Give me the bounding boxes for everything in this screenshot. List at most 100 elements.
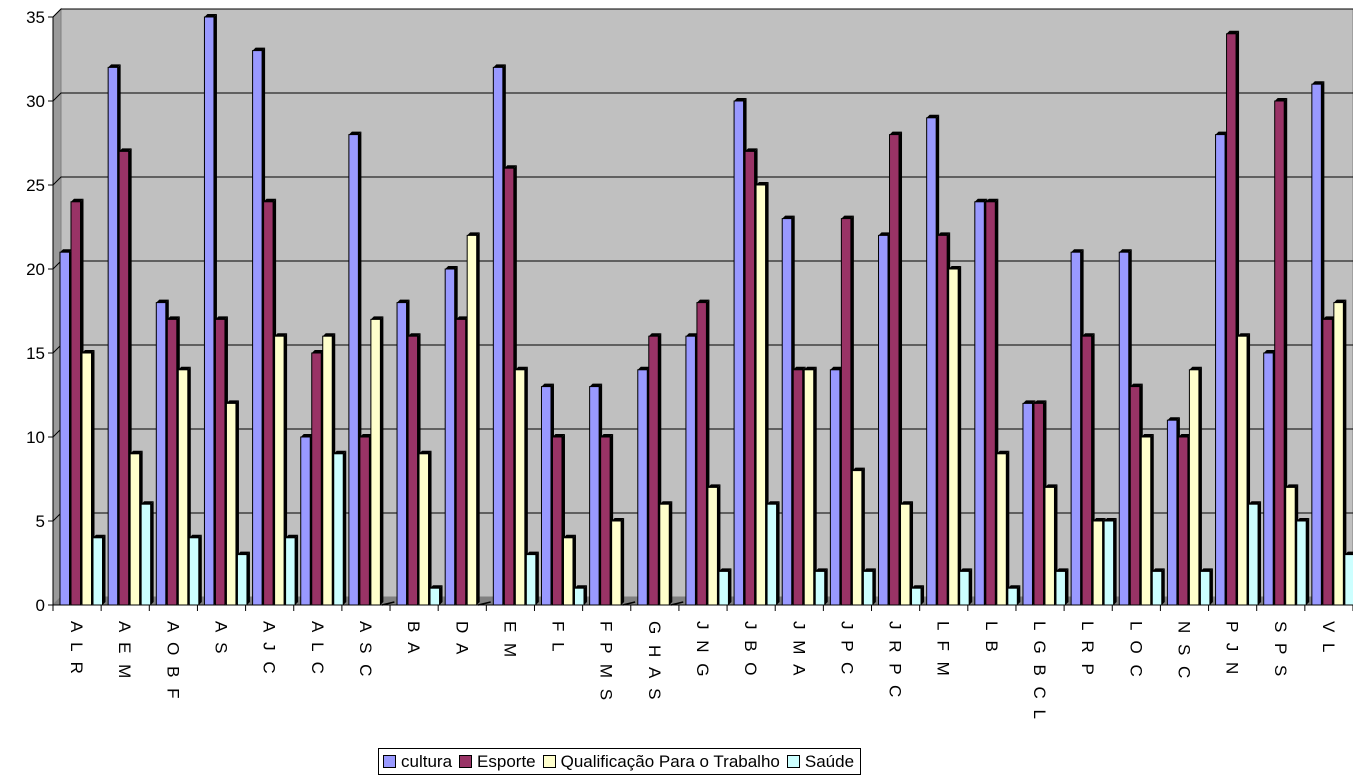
bar-front — [814, 570, 826, 606]
bar-side — [1209, 568, 1213, 605]
bar-top — [504, 165, 517, 169]
bar-top — [445, 266, 458, 269]
bar-side — [198, 534, 202, 605]
x-tick-label: A E M — [115, 621, 134, 681]
bar-front — [589, 386, 600, 606]
bar-front — [274, 335, 285, 606]
bar-front — [1044, 486, 1055, 606]
bar-front — [733, 100, 745, 606]
bar-sa-de-22 — [1151, 568, 1165, 606]
bar-front — [70, 201, 81, 606]
bar-front — [573, 587, 585, 606]
bar-side — [476, 232, 480, 605]
bar-top — [526, 551, 539, 555]
bar-front — [744, 150, 756, 606]
bar-front — [1296, 520, 1307, 606]
legend-swatch-esporte — [459, 755, 473, 768]
bar-top — [178, 366, 191, 370]
bar-top — [467, 232, 480, 236]
bar-top — [767, 501, 780, 505]
y-tick-label: 15 — [26, 344, 45, 363]
bar-sa-de-23 — [1199, 568, 1213, 606]
bar-qualifica-o-para-o-trabalho-11 — [611, 518, 625, 606]
x-tick-label: E M — [500, 621, 519, 660]
x-tick-label: A J C — [260, 621, 279, 677]
x-tick-label: L O C — [1126, 621, 1145, 680]
x-axis-ticks: A L R A E M A O B F A S A J C A L C A S C B A D … — [52, 605, 1353, 722]
bar-front — [792, 369, 804, 606]
bar-front — [418, 453, 430, 606]
bar-front — [1248, 503, 1259, 606]
y-tick-label: 10 — [26, 428, 45, 447]
legend-label-cultura: cultura — [401, 751, 453, 771]
bar-front — [996, 453, 1007, 606]
bar-top — [215, 316, 228, 320]
bar-side — [910, 501, 914, 605]
bar-front — [1199, 570, 1211, 606]
bar-top — [1215, 131, 1229, 135]
bar-top — [900, 501, 914, 505]
bar-front — [959, 570, 970, 606]
bar-top — [611, 518, 625, 521]
bar-side — [343, 450, 347, 605]
bar-top — [696, 299, 710, 303]
bar-side — [621, 518, 625, 605]
x-tick-label: J R P C — [886, 621, 905, 700]
bar-front — [1140, 436, 1152, 606]
bar-front — [685, 335, 696, 606]
bar-top — [1152, 568, 1165, 572]
bar-top — [1178, 434, 1191, 437]
bar-sa-de-14 — [766, 501, 780, 606]
bar-top — [1296, 518, 1310, 521]
bar-top — [189, 534, 202, 538]
bar-front — [1081, 335, 1093, 606]
bar-top — [237, 551, 250, 555]
bar-top — [1104, 518, 1117, 521]
bar-top — [937, 232, 951, 236]
y-tick-label: 5 — [36, 512, 45, 531]
bar-top — [1071, 249, 1084, 253]
bar-front — [300, 436, 311, 606]
bar-top — [793, 366, 806, 370]
bar-sa-de-18 — [959, 568, 973, 606]
bar-qualifica-o-para-o-trabalho-19 — [996, 450, 1010, 606]
bar-top — [637, 366, 651, 370]
bar-front — [985, 201, 996, 606]
bar-front — [1033, 402, 1044, 606]
bar-top — [911, 585, 925, 589]
bar-top — [1119, 249, 1132, 253]
bar-side — [669, 501, 673, 605]
bar-front — [1092, 520, 1104, 606]
bar-top — [1189, 366, 1202, 370]
bar-front — [1007, 587, 1018, 606]
bar-top — [1226, 30, 1240, 34]
x-tick-label: L R P — [1078, 621, 1097, 678]
bar-top — [734, 98, 747, 101]
bar-sa-de-19 — [1007, 585, 1021, 606]
bar-top — [493, 64, 506, 68]
bar-front — [285, 537, 296, 606]
bar-top — [1263, 350, 1277, 353]
bar-top — [1022, 400, 1036, 404]
bar-sa-de-1 — [140, 501, 154, 606]
bar-sa-de-7 — [429, 585, 443, 606]
x-tick-label: A S — [212, 621, 231, 656]
bar-front — [551, 436, 563, 606]
x-tick-label: B A — [404, 621, 423, 656]
bar-qualifica-o-para-o-trabalho-18 — [948, 266, 962, 606]
bar-side — [1065, 568, 1069, 605]
bar-side — [813, 366, 817, 605]
y-tick-label: 0 — [36, 596, 45, 615]
bar-front — [974, 201, 985, 606]
bar-front — [503, 167, 515, 606]
x-tick-label: J P C — [837, 621, 856, 677]
bar-top — [1033, 400, 1047, 404]
bar-front — [829, 369, 841, 606]
bar-front — [107, 66, 119, 606]
bar-top — [456, 316, 469, 320]
bar-sa-de-17 — [911, 585, 925, 606]
x-tick-label: D A — [452, 621, 471, 657]
bar-front — [444, 268, 456, 606]
bar-top — [333, 450, 347, 454]
bar-top — [108, 64, 121, 68]
